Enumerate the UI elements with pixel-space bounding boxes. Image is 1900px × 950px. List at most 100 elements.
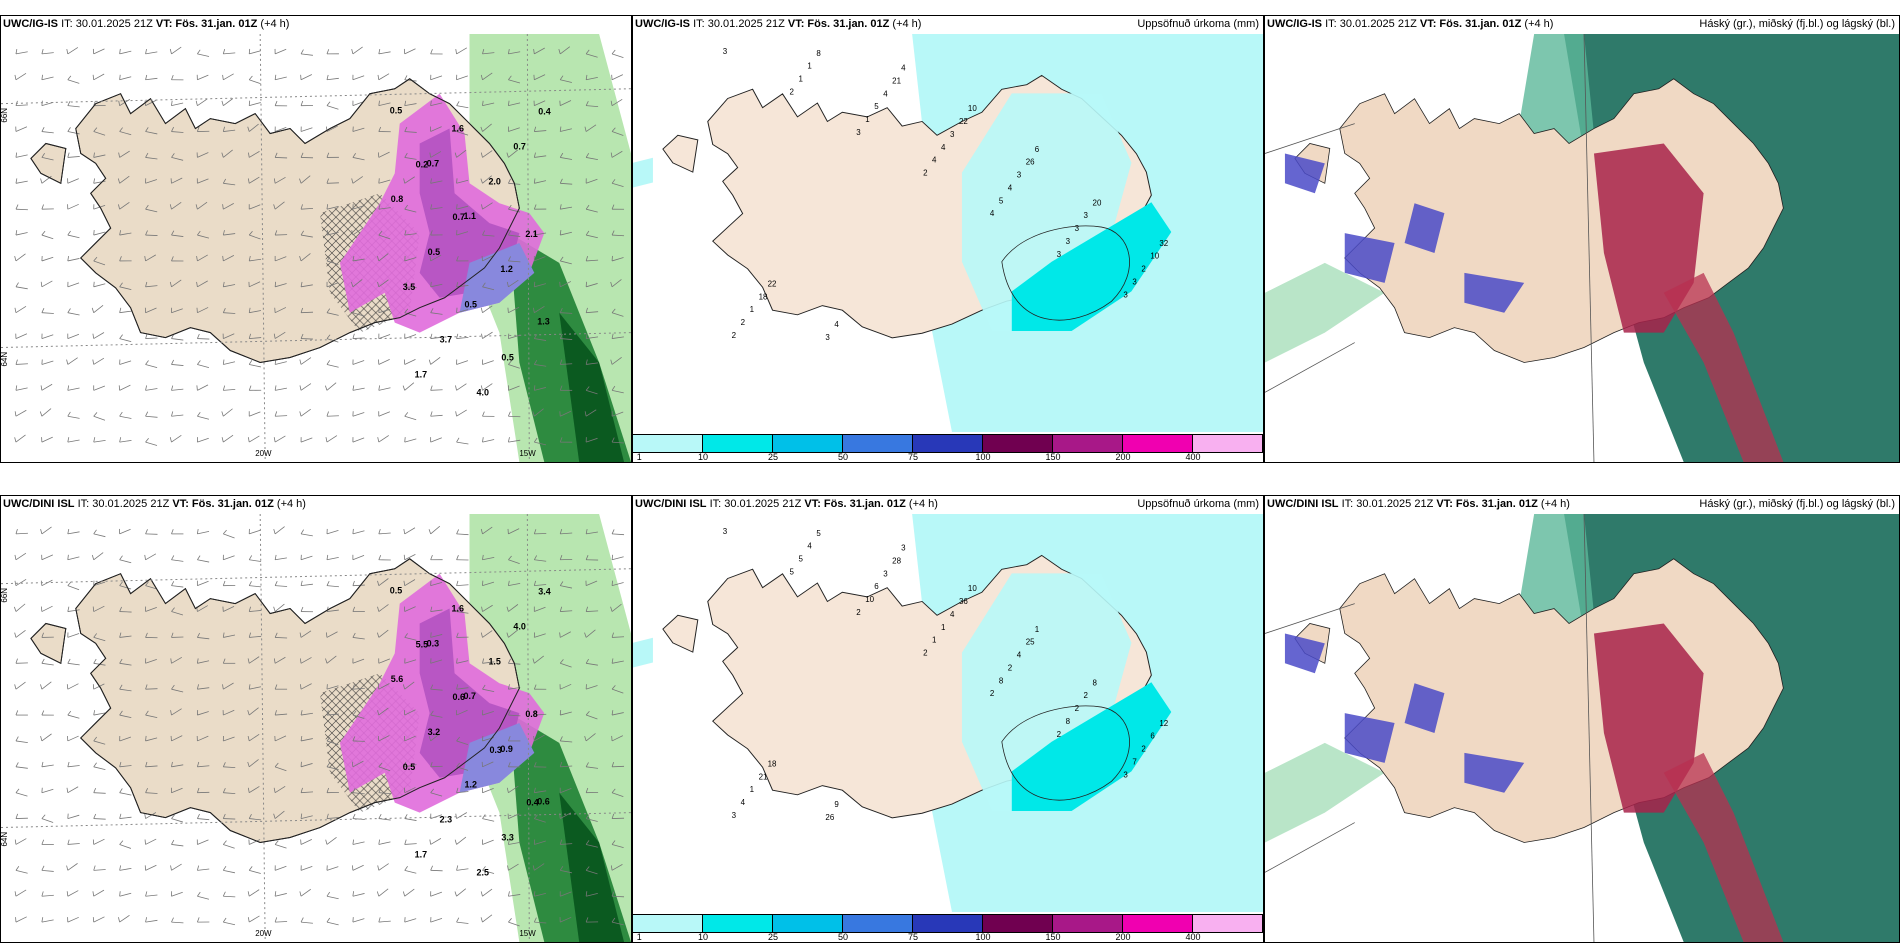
precip-value-label: 36	[959, 597, 968, 606]
map-panel: UWC/IG-IS IT: 30.01.2025 21Z VT: Fös. 31…	[632, 15, 1264, 463]
precip-value-label: 6	[874, 582, 879, 591]
colorbar-tick-label: 400	[1185, 452, 1201, 462]
colorbar-swatch	[843, 435, 913, 452]
valid-time: Fös. 31.jan. 01Z	[1439, 18, 1522, 30]
map-panel: UWC/IG-IS IT: 30.01.2025 21Z VT: Fös. 31…	[1264, 15, 1900, 463]
valid-time-label: VT:	[1436, 498, 1453, 510]
wind-value-label: 0.5	[501, 352, 513, 362]
precip-value-label: 2	[1141, 745, 1146, 754]
wind-value-label: 0.5	[428, 247, 440, 257]
panel-header: UWC/IG-IS IT: 30.01.2025 21Z VT: Fös. 31…	[1267, 18, 1553, 30]
precip-value-label: 3	[825, 333, 830, 342]
colorbar-tick-label: 1	[636, 932, 642, 942]
precip-value-label: 3	[856, 128, 861, 137]
wind-value-label: 2.3	[440, 815, 452, 825]
wind-value-label: 3.3	[501, 832, 513, 842]
colorbar-swatch	[1123, 435, 1193, 452]
valid-time-label: VT:	[804, 498, 821, 510]
precip-value-label: 3	[723, 527, 728, 536]
precip-colorbar: 1 10 25 50 75 100 150 200 400	[633, 914, 1263, 942]
colorbar-swatch	[633, 915, 703, 932]
map-panel: UWC/IG-IS IT: 30.01.2025 21Z VT: Fös. 31…	[0, 15, 632, 463]
map-area	[1265, 34, 1899, 462]
precip-value-label: 4	[834, 320, 839, 329]
lead-time: (+4 h)	[260, 18, 290, 30]
precip-value-label: 1	[750, 305, 755, 314]
precip-value-label: 4	[741, 798, 746, 807]
precip-value-label: 2	[1075, 704, 1080, 713]
init-time: IT: 30.01.2025 21Z	[1341, 498, 1434, 510]
precip-value-label: 26	[1026, 158, 1035, 167]
precip-value-label: 2	[1141, 265, 1146, 274]
init-time: IT: 30.01.2025 21Z	[61, 18, 153, 30]
precip-value-label: 1	[865, 115, 870, 124]
precip-value-label: 28	[892, 557, 901, 566]
lead-time: (+4 h)	[276, 498, 306, 510]
precip-core	[1011, 682, 1172, 812]
precip-value-label: 1	[798, 75, 803, 84]
model-name: UWC/IG-IS	[3, 18, 58, 30]
colorbar-tick-label: 200	[1115, 932, 1131, 942]
panel-header: UWC/DINI ISL IT: 30.01.2025 21Z VT: Fös.…	[635, 498, 938, 510]
wind-value-label: 0.3	[427, 638, 439, 648]
precip-value-label: 21	[892, 77, 901, 86]
precip-value-label: 3	[1123, 770, 1128, 779]
lead-time: (+4 h)	[1524, 18, 1554, 30]
panel-title: Uppsöfnuð úrkoma (mm)	[1137, 498, 1259, 510]
precip-value-label: 2	[856, 608, 861, 617]
precip-value-label: 3	[732, 811, 737, 820]
colorbar-tick-label: 75	[907, 932, 918, 942]
precip-value-label: 4	[807, 542, 812, 551]
precip-value-label: 3	[1066, 237, 1071, 246]
lon-label: 20W	[255, 929, 272, 938]
valid-time: Fös. 31.jan. 01Z	[175, 18, 258, 30]
init-time: IT: 30.01.2025 21Z	[1325, 18, 1417, 30]
precip-value-label: 4	[932, 156, 937, 165]
wind-value-label: 0.2	[416, 159, 428, 169]
wind-value-label: 1.3	[537, 317, 549, 327]
precip-value-label: 6	[1150, 732, 1155, 741]
precip-value-label: 4	[1017, 651, 1022, 660]
wind-value-label: 1.2	[465, 780, 477, 790]
valid-time-label: VT:	[787, 18, 805, 30]
precip-colorbar: 1 10 25 50 75 100 150 200 400	[633, 434, 1263, 462]
precip-value-label: 7	[1132, 758, 1137, 767]
precip-value-label: 5	[999, 196, 1004, 205]
mid-cloud	[1593, 143, 1704, 333]
lat-label: 66N	[1, 588, 9, 603]
colorbar-tick-label: 50	[837, 452, 849, 462]
lat-label: 64N	[1, 352, 9, 367]
wind-value-label: 0.6	[453, 692, 465, 702]
colorbar-swatch	[1053, 915, 1123, 932]
wind-value-label: 1.7	[415, 369, 427, 379]
precip-value-label: 8	[816, 49, 821, 58]
precip-value-label: 22	[959, 117, 968, 126]
colorbar-swatch	[913, 915, 983, 932]
lon-label: 15W	[519, 449, 536, 458]
precip-value-label: 1	[932, 636, 937, 645]
precip-value-label: 26	[825, 813, 834, 822]
precip-value-label: 5	[816, 529, 821, 538]
precip-value-label: 8	[999, 676, 1004, 685]
wind-value-label: 0.7	[427, 158, 439, 168]
precip-value-label: 21	[759, 772, 768, 781]
precip-value-label: 1	[807, 62, 812, 71]
init-time: IT: 30.01.2025 21Z	[77, 498, 170, 510]
map-panel: UWC/DINI ISL IT: 30.01.2025 21Z VT: Fös.…	[1264, 495, 1900, 943]
colorbar-swatch	[773, 915, 843, 932]
map-area: 3 5 2 2 2 2 3 3 5 10 1 8 8 7 4 4 6 1 2 2 2 1 5 3 4 4 2 6 21 26 28 36 25 8…	[633, 514, 1263, 912]
wind-value-label: 2.0	[488, 176, 500, 186]
model-name: UWC/IG-IS	[635, 18, 690, 30]
precip-value-label: 6	[1035, 145, 1040, 154]
map-panel: UWC/DINI ISL IT: 30.01.2025 21Z VT: Fös.…	[0, 495, 632, 943]
wind-value-label: 0.8	[525, 709, 537, 719]
model-name: UWC/DINI ISL	[1267, 498, 1339, 510]
lead-time: (+4 h)	[1540, 498, 1570, 510]
model-name: UWC/IG-IS	[1267, 18, 1322, 30]
colorbar-tick-label: 50	[837, 932, 849, 942]
mid-cloud	[1593, 623, 1704, 813]
colorbar-swatch	[983, 435, 1053, 452]
lat-label: 64N	[1, 832, 9, 847]
panel-header: UWC/IG-IS IT: 30.01.2025 21Z VT: Fös. 31…	[635, 18, 921, 30]
precip-value-label: 20	[1093, 198, 1102, 207]
